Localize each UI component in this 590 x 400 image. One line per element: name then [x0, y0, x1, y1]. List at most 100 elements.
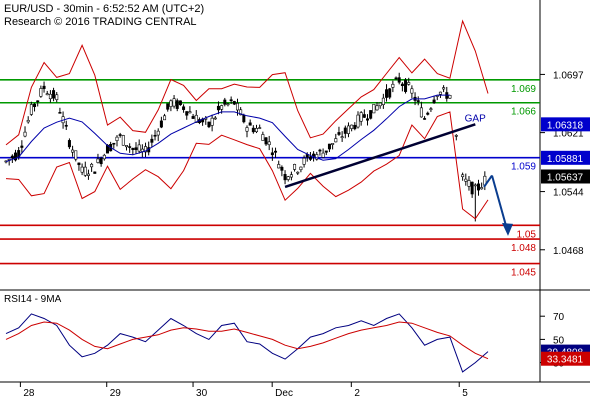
rsi-tick-label: 70: [553, 312, 565, 323]
candle-body: [248, 122, 252, 126]
candle-body: [36, 100, 40, 103]
candle-body: [128, 146, 132, 148]
candle-body: [362, 114, 366, 118]
candle-body: [454, 135, 458, 137]
price-tick-label: 1.0468: [553, 246, 584, 257]
bollinger-lower-line: [5, 111, 489, 220]
candle-body: [381, 97, 385, 105]
candle-body: [277, 164, 281, 169]
candle-body: [432, 99, 436, 104]
candle-body: [442, 87, 446, 90]
price-tick-label: 1.0621: [553, 129, 584, 140]
candle-body: [216, 105, 220, 111]
candle-body: [337, 132, 341, 135]
candle-body: [438, 91, 442, 95]
candle-body: [121, 135, 125, 146]
candle-body: [423, 118, 427, 120]
trend-line: [284, 123, 476, 189]
candle-body: [172, 98, 176, 107]
candle-body: [296, 171, 300, 174]
candle-body: [64, 124, 68, 127]
candle-body: [476, 183, 480, 191]
candle-body: [334, 138, 338, 143]
price-tag-label: 1.05637: [547, 172, 584, 183]
level-label: 1.069: [511, 84, 536, 95]
candle-body: [83, 166, 87, 176]
forecast-arrow-line: [483, 174, 493, 188]
price-tick-label: 1.0544: [553, 188, 584, 199]
time-tick-label: 30: [196, 388, 208, 399]
candle-body: [156, 130, 160, 136]
candle-body: [182, 106, 186, 110]
candle-body: [470, 181, 474, 195]
candle-body: [312, 153, 316, 157]
candle-body: [461, 174, 465, 178]
candle-body: [163, 115, 167, 121]
rsi-ma-line: [5, 321, 489, 360]
candle-body: [308, 156, 312, 160]
candle-body: [429, 108, 433, 111]
candle-body: [229, 99, 233, 102]
candle-body: [356, 114, 360, 128]
price-tick-label: 1.0697: [553, 70, 584, 81]
time-tick-label: 5: [462, 388, 468, 399]
candle-body: [416, 100, 420, 102]
candle-body: [166, 103, 170, 110]
candle-body: [14, 152, 18, 161]
price-tag: [541, 169, 590, 184]
price-tag-label: 1.06318: [547, 120, 584, 131]
moving-average-line: [5, 94, 450, 163]
candle-body: [99, 158, 103, 165]
price-panel: 1.069 1.066 1.059 1.05 1.048 1.045 GAP: [0, 19, 540, 279]
candle-body: [375, 105, 379, 111]
time-tick-label: 28: [23, 388, 35, 399]
candle-body: [391, 83, 395, 88]
candle-body: [353, 124, 357, 130]
time-tick-label: 29: [110, 388, 122, 399]
candle-body: [302, 157, 306, 165]
candle-body: [71, 149, 75, 153]
candle-body: [74, 150, 78, 160]
candle-body: [251, 127, 255, 133]
level-label: 1.048: [511, 243, 536, 254]
candle-body: [280, 166, 284, 171]
candle-body: [464, 178, 468, 182]
candle-body: [10, 155, 14, 159]
candle-body: [185, 111, 189, 116]
forecast-arrow-head: [502, 222, 513, 236]
candle-body: [324, 150, 328, 153]
candle-body: [388, 88, 392, 98]
rsi-title: RSI14 - 9MA: [4, 294, 62, 305]
candle-body: [232, 101, 236, 105]
candle-body: [90, 163, 94, 168]
candle-body: [93, 171, 97, 174]
candle-body: [118, 134, 122, 136]
candle-body: [178, 100, 182, 106]
candle-body: [23, 131, 27, 137]
candle-body: [80, 166, 84, 173]
level-label: 1.05: [517, 229, 537, 240]
candle-body: [293, 164, 297, 170]
candle-body: [365, 118, 369, 121]
candle-body: [213, 117, 217, 120]
price-tag: [541, 150, 590, 165]
candle-body: [261, 134, 265, 141]
candle-body: [58, 112, 62, 114]
candle-body: [235, 103, 239, 111]
candle-body: [343, 127, 347, 134]
candle-body: [286, 176, 290, 180]
candle-body: [20, 145, 24, 148]
candle-body: [400, 83, 404, 87]
candle-body: [255, 128, 259, 133]
rsi-tick-label: 50: [553, 335, 565, 346]
rsi-line: [5, 313, 489, 373]
candle-body: [340, 136, 344, 139]
candle-body: [39, 88, 43, 97]
candle-body: [45, 93, 49, 96]
candle-body: [131, 148, 135, 150]
candle-body: [274, 150, 278, 153]
candle-body: [369, 110, 373, 119]
time-tick-label: Dec: [275, 388, 293, 399]
candle-body: [327, 143, 331, 150]
